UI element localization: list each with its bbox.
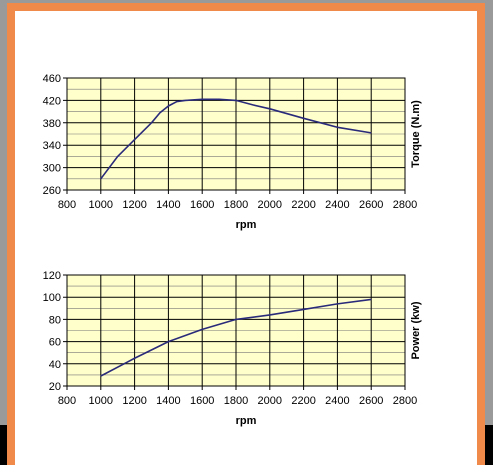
x-tick-label: 2800 <box>393 199 417 211</box>
y-tick-label: 420 <box>43 95 61 107</box>
y-tick-label: 100 <box>43 292 61 304</box>
y-tick-label: 380 <box>43 118 61 130</box>
y-tick-label: 340 <box>43 140 61 152</box>
x-tick-label: 2000 <box>258 395 282 407</box>
x-tick-label: 1400 <box>156 199 180 211</box>
y-tick-label: 300 <box>43 163 61 175</box>
y-tick-label: 80 <box>49 314 61 326</box>
x-tick-label: 800 <box>58 395 76 407</box>
x-tick-label: 2200 <box>291 395 315 407</box>
y-axis-title: Power (kw) <box>410 301 422 359</box>
y-tick-label: 40 <box>49 359 61 371</box>
x-tick-label: 2600 <box>359 395 383 407</box>
x-tick-label: 1400 <box>156 395 180 407</box>
torque-chart: 260 300 340 380 420 460 800 1000 1200 1400 1600 180… <box>43 73 422 231</box>
y-axis-title: Torque (N.m) <box>410 100 422 168</box>
x-tick-label: 1000 <box>89 199 113 211</box>
chart-panel: 260 300 340 380 420 460 800 1000 1200 1400 1600 180… <box>15 11 477 465</box>
x-tick-label: 2000 <box>258 199 282 211</box>
y-tick-label: 460 <box>43 73 61 85</box>
plot-border <box>66 77 406 191</box>
power-chart: 20 40 60 80 100 120 800 1000 1200 1400 1600 1800 200… <box>43 270 422 427</box>
y-tick-label: 260 <box>43 185 61 197</box>
x-tick-label: 2600 <box>359 199 383 211</box>
x-tick-label: 800 <box>58 199 76 211</box>
orange-frame: 260 300 340 380 420 460 800 1000 1200 1400 1600 180… <box>7 3 485 465</box>
x-tick-label: 1200 <box>122 395 146 407</box>
x-tick-label: 1200 <box>122 199 146 211</box>
x-tick-label: 2200 <box>291 199 315 211</box>
x-tick-label: 2400 <box>325 395 349 407</box>
x-tick-label: 1800 <box>224 199 248 211</box>
x-tick-label: 1800 <box>224 395 248 407</box>
plot-border <box>66 274 406 387</box>
x-tick-label: 2400 <box>325 199 349 211</box>
y-tick-label: 120 <box>43 270 61 282</box>
y-tick-label: 20 <box>49 381 61 393</box>
x-tick-label: 1000 <box>89 395 113 407</box>
y-tick-label: 60 <box>49 337 61 349</box>
x-tick-label: 2800 <box>393 395 417 407</box>
x-axis-title: rpm <box>236 415 257 427</box>
x-tick-label: 1600 <box>190 199 214 211</box>
x-tick-label: 1600 <box>190 395 214 407</box>
series-line <box>100 298 372 377</box>
x-axis-title: rpm <box>236 219 257 231</box>
series-line <box>100 98 372 180</box>
